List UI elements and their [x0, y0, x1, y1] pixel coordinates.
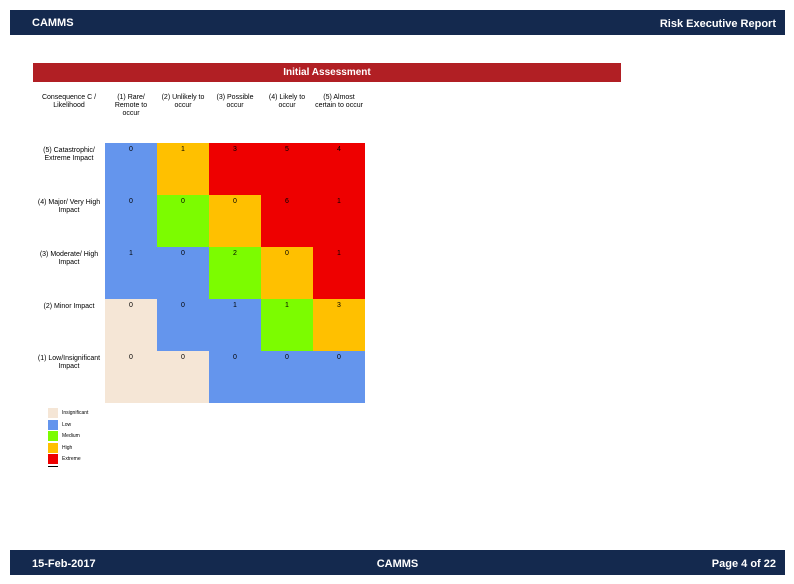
column-header: (4) Likely to occur — [268, 94, 306, 109]
matrix-cell: 1 — [261, 299, 313, 351]
matrix-cell: 3 — [209, 143, 261, 195]
cell-count: 4 — [337, 146, 341, 153]
cell-count: 0 — [233, 354, 237, 361]
cell-count: 6 — [285, 198, 289, 205]
matrix-cell: 3 — [313, 299, 365, 351]
column-header: (2) Unlikely to occur — [161, 94, 205, 109]
legend-label: Insignificant — [62, 410, 89, 416]
matrix-cell: 0 — [105, 351, 157, 403]
report-header: CAMMS Risk Executive Report — [10, 10, 785, 35]
cell-count: 3 — [233, 146, 237, 153]
matrix-cell: 0 — [105, 299, 157, 351]
matrix-cell: 6 — [261, 195, 313, 247]
matrix-cell: 0 — [157, 299, 209, 351]
footer-page-number: Page 4 of 22 — [711, 558, 776, 570]
cell-count: 0 — [181, 250, 185, 257]
matrix-cell: 4 — [313, 143, 365, 195]
cell-count: 1 — [285, 302, 289, 309]
footer-date: 15-Feb-2017 — [32, 558, 96, 570]
matrix-cell: 0 — [157, 195, 209, 247]
row-header: (1) Low/Insignificant Impact — [37, 355, 101, 370]
cell-count: 0 — [285, 354, 289, 361]
cell-count: 0 — [337, 354, 341, 361]
matrix-cell: 1 — [105, 247, 157, 299]
header-org-name: CAMMS — [32, 17, 74, 29]
header-report-title: Risk Executive Report — [659, 18, 776, 30]
column-header: (3) Possible occur — [216, 94, 254, 109]
matrix-cell: 2 — [209, 247, 261, 299]
legend-divider — [48, 466, 58, 467]
matrix-cell: 0 — [209, 195, 261, 247]
matrix-cell: 1 — [313, 195, 365, 247]
row-header: (2) Minor Impact — [43, 303, 95, 310]
matrix-cell: 1 — [313, 247, 365, 299]
column-header: (5) Almost certain to occur — [315, 94, 363, 109]
cell-count: 1 — [181, 146, 185, 153]
matrix-cell: 0 — [313, 351, 365, 403]
cell-count: 0 — [129, 146, 133, 153]
row-header: (4) Major/ Very High Impact — [37, 199, 101, 214]
matrix-corner-label: Consequence C / Likelihood — [41, 94, 97, 109]
matrix-cell: 0 — [105, 195, 157, 247]
row-header: (3) Moderate/ High Impact — [39, 251, 99, 266]
cell-count: 0 — [181, 354, 185, 361]
cell-count: 0 — [129, 198, 133, 205]
legend-label: Low — [62, 421, 72, 428]
section-title: Initial Assessment — [33, 63, 621, 82]
matrix-cell: 0 — [261, 247, 313, 299]
matrix-cell: 0 — [261, 351, 313, 403]
footer-org-name: CAMMS — [376, 558, 419, 570]
cell-count: 3 — [337, 302, 341, 309]
legend-label: Extreme — [62, 456, 81, 462]
legend-swatch — [48, 419, 58, 430]
matrix-cell: 5 — [261, 143, 313, 195]
cell-count: 1 — [233, 302, 237, 309]
cell-count: 2 — [233, 250, 237, 257]
cell-count: 1 — [129, 250, 133, 257]
legend-swatch — [48, 454, 58, 464]
legend-label: Medium — [62, 433, 80, 439]
cell-count: 5 — [285, 146, 289, 153]
cell-count: 0 — [233, 198, 237, 205]
legend-label: High — [62, 444, 73, 451]
matrix-cell: 0 — [105, 143, 157, 195]
row-header: (5) Catastrophic/ Extreme Impact — [43, 147, 95, 162]
cell-count: 0 — [181, 198, 185, 205]
matrix-cell: 0 — [209, 351, 261, 403]
report-footer: 15-Feb-2017 CAMMS Page 4 of 22 — [10, 550, 785, 575]
matrix-cell: 0 — [157, 247, 209, 299]
cell-count: 0 — [129, 302, 133, 309]
matrix-cell: 1 — [157, 143, 209, 195]
cell-count: 0 — [181, 302, 185, 309]
cell-count: 1 — [337, 198, 341, 205]
cell-count: 0 — [129, 354, 133, 361]
cell-count: 0 — [285, 250, 289, 257]
legend-swatch — [48, 442, 58, 453]
legend-swatch — [48, 408, 58, 418]
column-header: (1) Rare/ Remote to occur — [114, 94, 148, 117]
matrix-cell: 1 — [209, 299, 261, 351]
cell-count: 1 — [337, 250, 341, 257]
legend-swatch — [48, 431, 58, 441]
matrix-cell: 0 — [157, 351, 209, 403]
